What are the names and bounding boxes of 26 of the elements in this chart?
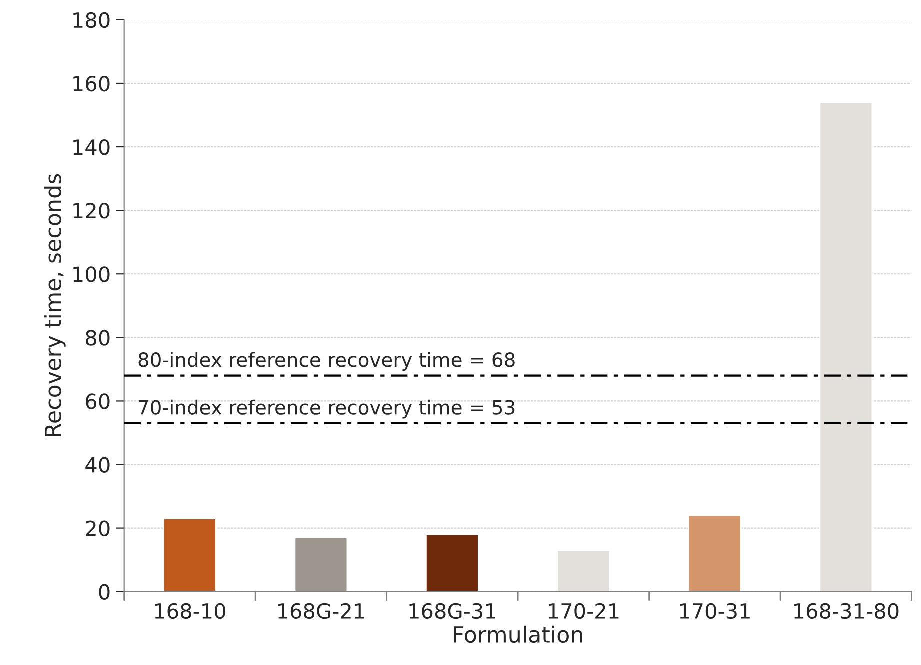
x-tick-label: 170-31 — [680, 603, 750, 620]
x-tick-label: 170-21 — [549, 603, 619, 620]
bar — [294, 537, 348, 592]
y-tick-label: 20 — [86, 520, 110, 537]
y-tick-label: 120 — [74, 203, 110, 219]
y-tick-label: 80 — [86, 330, 110, 346]
bar — [426, 534, 480, 592]
x-tick-label: 168G-21 — [278, 603, 364, 620]
x-tick-label: 168G-31 — [410, 603, 496, 620]
y-axis-title: Recovery time, seconds — [44, 174, 66, 436]
y-tick-label: 100 — [74, 266, 110, 282]
y-tick-label: 140 — [74, 139, 110, 156]
y-tick-label: 160 — [74, 76, 110, 92]
bar — [163, 518, 217, 592]
x-axis-title: Formulation — [454, 626, 582, 644]
ref-line-label: 80-index reference recovery time = 68 — [138, 352, 515, 372]
bar — [556, 550, 611, 592]
ref-line-label: 70-index reference recovery time = 53 — [139, 400, 515, 419]
x-tick-label: 168-10 — [155, 603, 226, 620]
y-tick-label: 40 — [86, 457, 110, 473]
y-tick-label: 60 — [86, 394, 110, 410]
bar — [819, 102, 874, 592]
y-tick-label: 180 — [74, 12, 110, 28]
y-tick-label: 0 — [99, 584, 110, 600]
x-tick-label: 168-31-80 — [794, 603, 899, 620]
bar — [688, 514, 742, 592]
